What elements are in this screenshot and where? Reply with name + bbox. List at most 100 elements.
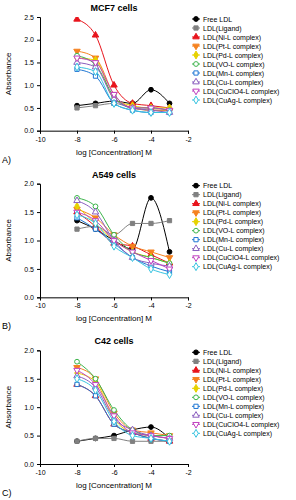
- data-point: [93, 104, 97, 108]
- y-tick-mark: [37, 464, 40, 465]
- series-line: [77, 58, 170, 110]
- x-tick-label: -2: [185, 136, 191, 143]
- x-axis-title: log [Concentration] M: [76, 481, 152, 490]
- legend-marker: [193, 412, 199, 418]
- x-axis-title: log [Concentration] M: [76, 314, 152, 323]
- x-tick-label: -10: [35, 302, 45, 309]
- legend-marker: [194, 359, 198, 363]
- series-line: [77, 62, 170, 112]
- y-tick-label: 0.0: [24, 461, 34, 468]
- legend-label: LDL(Pd-L complex): [203, 218, 263, 226]
- x-tick: -6: [111, 131, 117, 143]
- chart-title: C42 cells: [94, 336, 133, 346]
- x-tick: -4: [148, 131, 154, 143]
- legend-marker: [193, 422, 199, 428]
- y-tick-mark: [37, 407, 40, 408]
- series-line: [77, 56, 170, 111]
- x-tick-label: -8: [74, 469, 80, 476]
- x-tick-label: -10: [35, 469, 45, 476]
- x-tick: -2: [185, 131, 191, 143]
- y-axis-title: Absorbance: [4, 385, 13, 428]
- x-line: [41, 298, 189, 301]
- y-tick-mark: [37, 379, 40, 380]
- x-tick-label: -8: [74, 136, 80, 143]
- legend-item: LDL(CuAg-L complex): [192, 429, 272, 437]
- legend-marker: [194, 263, 199, 271]
- y-tick-label: 0.5: [24, 266, 34, 273]
- data-point: [92, 31, 98, 37]
- legend-marker: [193, 78, 199, 84]
- series-line: [77, 67, 170, 112]
- y-axis-title: Absorbance: [4, 219, 13, 262]
- legend-marker: [194, 193, 198, 197]
- legend-label: Free LDL: [203, 182, 232, 189]
- x-tick: -6: [111, 464, 117, 476]
- data-point: [112, 417, 117, 425]
- x-tick: -10: [35, 464, 45, 476]
- data-point: [75, 439, 79, 443]
- y-tick-label: 2.0: [24, 36, 34, 43]
- legend-label: LDL(VO-L complex): [203, 61, 265, 69]
- data-point: [130, 254, 135, 262]
- legend-marker: [194, 71, 198, 75]
- y-axis: 0.00.51.01.52.0: [24, 180, 40, 301]
- legend-item: LDL(Pt-L complex): [192, 376, 261, 384]
- legend-marker: [193, 211, 199, 217]
- data-point: [167, 218, 171, 222]
- y-tick-mark: [37, 62, 40, 63]
- legend-item: Free LDL: [192, 16, 232, 23]
- x-line: [41, 131, 189, 134]
- x-tick: -4: [148, 297, 154, 309]
- y-line: [37, 18, 41, 132]
- legend-label: LDL(CuAg-L complex): [203, 97, 272, 105]
- data-point: [75, 202, 80, 210]
- data-point: [93, 220, 98, 228]
- y-tick-label: 1.5: [24, 59, 34, 66]
- y-tick-mark: [37, 269, 40, 270]
- data-point: [149, 434, 154, 442]
- legend-marker: [194, 26, 198, 30]
- x-tick-mark: [114, 131, 115, 134]
- y-tick-mark: [37, 350, 40, 351]
- data-point: [93, 376, 98, 381]
- legend-item: LDL(Mn-L complex): [192, 403, 264, 411]
- x-tick: -8: [74, 297, 80, 309]
- legend-marker: [194, 350, 199, 355]
- x-tick-mark: [77, 297, 78, 300]
- legend-item: LDL(VO-L complex): [192, 394, 265, 402]
- y-tick: 1.0: [24, 404, 40, 411]
- legend-marker: [193, 200, 199, 206]
- legend-label: LDL(Ligand): [203, 358, 242, 366]
- y-tick: 2.5: [24, 14, 40, 21]
- y-tick-mark: [37, 436, 40, 437]
- x-line: [41, 465, 189, 468]
- legend-label: LDL(Ni-L complex): [203, 34, 261, 42]
- x-tick-mark: [188, 131, 189, 134]
- legend-marker: [194, 96, 199, 104]
- y-tick-label: 1.0: [24, 404, 34, 411]
- x-tick: -8: [74, 464, 80, 476]
- data-point: [75, 359, 80, 364]
- x-axis-title: log [Concentration] M: [76, 148, 152, 157]
- x-tick: -2: [185, 464, 191, 476]
- legend-marker: [194, 238, 198, 242]
- series-line: [77, 379, 170, 442]
- data-point: [149, 221, 153, 225]
- legend: Free LDLLDL(Ligand)LDL(Ni-L complex)LDL(…: [192, 16, 279, 105]
- y-tick: 2.0: [24, 347, 40, 354]
- plot-area: [74, 17, 173, 116]
- x-tick: -6: [111, 297, 117, 309]
- y-tick: 0.5: [24, 266, 40, 273]
- legend-item: Free LDL: [192, 182, 232, 189]
- legend-marker: [194, 218, 199, 226]
- x-tick: -2: [185, 297, 191, 309]
- legend-label: LDL(Ni-L complex): [203, 200, 261, 208]
- x-tick-mark: [114, 297, 115, 300]
- legend-item: LDL(CuClO4-L complex): [192, 421, 279, 429]
- legend-label: LDL(Ligand): [203, 191, 242, 199]
- legend-marker: [194, 183, 199, 188]
- x-tick-label: -4: [148, 469, 154, 476]
- series-line: [77, 384, 170, 441]
- x-tick-mark: [77, 131, 78, 134]
- legend-item: LDL(Mn-L complex): [192, 70, 264, 78]
